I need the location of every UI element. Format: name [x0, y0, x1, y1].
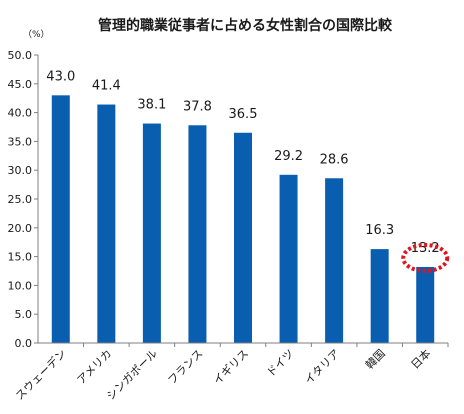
- bar: [234, 132, 252, 343]
- y-tick-label: 15.0: [8, 251, 33, 264]
- data-label: 37.8: [183, 99, 212, 114]
- highlight-circle: [401, 242, 450, 273]
- x-tick-label: 日本: [408, 346, 433, 371]
- y-tick-label: 10.0: [8, 279, 33, 292]
- chart-title: 管理的職業従事者に占める女性割合の国際比較: [98, 17, 393, 34]
- y-axis: 0.0 5.0 10.0 15.0 20.0 25.0 30.0 35.0 40.0 45.0 50…: [8, 49, 39, 350]
- x-tick-label: アメリカ: [75, 347, 115, 387]
- bar: [279, 174, 298, 343]
- y-tick-label: 25.0: [8, 193, 33, 206]
- bar: [188, 125, 207, 343]
- y-tick-label: 35.0: [8, 135, 33, 148]
- y-tick-label: 45.0: [8, 78, 33, 91]
- x-tick-label: 韓国: [363, 347, 388, 372]
- y-tick-label: 5.0: [15, 308, 33, 321]
- x-tick-label: イギリス: [211, 347, 251, 387]
- y-tick-label: 40.0: [8, 107, 33, 120]
- x-tick-label: イタリア: [302, 347, 342, 387]
- data-label: 36.5: [229, 107, 258, 122]
- data-label: 41.4: [92, 79, 121, 94]
- x-tick-label: ドイツ: [264, 347, 297, 380]
- bar: [325, 178, 344, 343]
- bar: [97, 104, 116, 343]
- y-unit-label: （%）: [23, 29, 50, 40]
- data-label: 38.1: [137, 98, 166, 113]
- bar: [142, 123, 161, 343]
- x-tick-label: スウェーデン: [12, 346, 69, 403]
- x-tick-label: フランス: [165, 347, 205, 387]
- bar: [416, 266, 435, 343]
- y-tick-label: 20.0: [8, 222, 33, 235]
- data-label: 16.3: [365, 223, 394, 238]
- y-tick-label: 30.0: [8, 164, 33, 177]
- bars: 43.041.438.1 37.8 36.529.2 28.616.313.2: [46, 69, 450, 343]
- y-tick-label: 0.0: [15, 337, 33, 350]
- bar: [51, 95, 70, 343]
- data-label: 29.2: [274, 149, 303, 164]
- y-tick-label: 50.0: [8, 49, 33, 62]
- bar: [370, 249, 389, 343]
- data-label: 28.6: [320, 152, 349, 167]
- data-label: 43.0: [46, 69, 75, 84]
